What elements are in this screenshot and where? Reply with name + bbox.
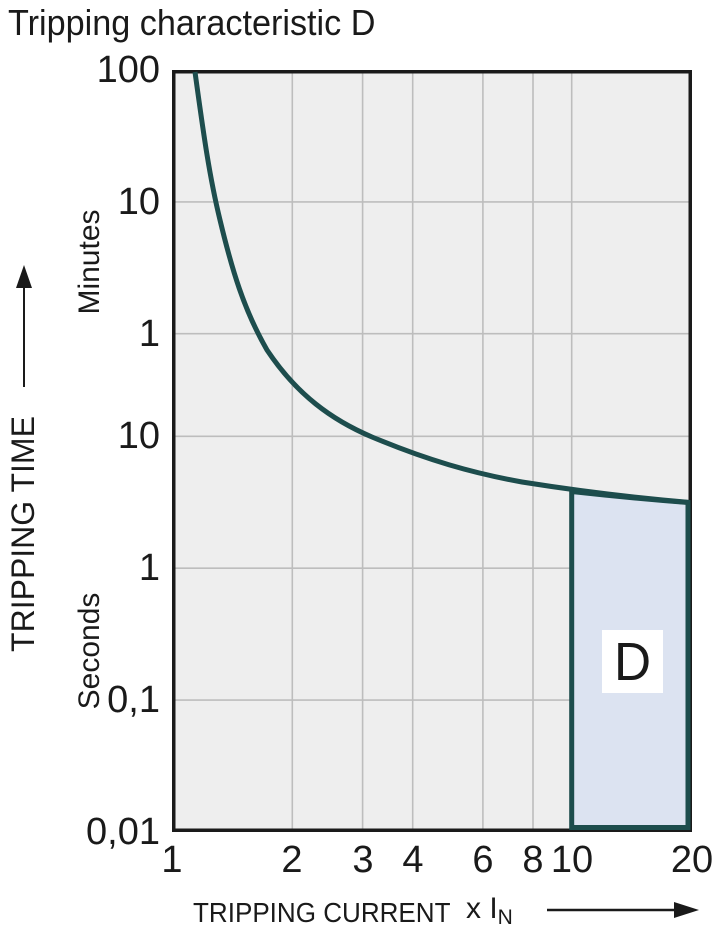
tripping-curve <box>192 71 691 505</box>
x-tick-label: 3 <box>352 839 374 881</box>
x-tick-label: 4 <box>402 839 424 881</box>
y-tick-label: 1 <box>138 547 160 589</box>
page-title: Tripping characteristic D <box>8 2 376 43</box>
y-axis-unit-seconds: Seconds <box>73 592 106 710</box>
x-axis-unit-subscript: N <box>497 906 513 929</box>
y-tick-label: 100 <box>96 49 160 91</box>
x-tick-label: 2 <box>281 839 303 881</box>
y-tick-label: 10 <box>117 415 160 457</box>
x-axis-arrow-icon <box>547 902 699 918</box>
x-tick-label: 1 <box>161 839 183 881</box>
plot-border <box>172 70 692 832</box>
y-tick-label: 1 <box>138 313 160 355</box>
x-tick-label: 20 <box>670 839 714 881</box>
plot-area <box>172 70 692 832</box>
y-axis-unit-minutes: Minutes <box>73 209 106 315</box>
y-tick-label: 0,01 <box>86 811 160 853</box>
y-tick-label: 0,1 <box>107 679 160 721</box>
x-tick-label: 6 <box>472 839 494 881</box>
d-region-badge: D <box>602 630 663 693</box>
x-axis-title: TRIPPING CURRENT <box>193 897 451 928</box>
x-axis-unit: x IN <box>466 892 513 929</box>
d-region-label: D <box>613 631 652 692</box>
y-axis-arrow-icon <box>16 265 32 387</box>
y-tick-label: 10 <box>117 181 160 223</box>
y-axis-title: TRIPPING TIME <box>5 416 41 652</box>
x-tick-label: 8 <box>522 839 544 881</box>
x-tick-label: 10 <box>550 839 594 881</box>
